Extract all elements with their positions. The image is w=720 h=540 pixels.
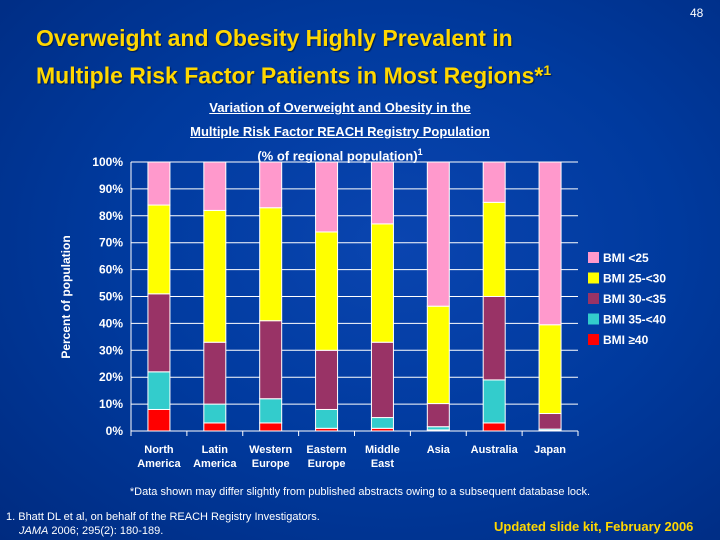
- bar-segment: [203, 161, 227, 211]
- bar-segment: [147, 293, 171, 373]
- x-tick-label: America: [193, 458, 237, 470]
- bar-segment: [315, 161, 339, 233]
- chart-title-line-2: Multiple Risk Factor REACH Registry Popu…: [190, 124, 490, 139]
- chart-title-line-3: (% of regional population): [257, 148, 418, 164]
- bar-segment: [203, 403, 227, 424]
- bar-segment: [482, 161, 506, 203]
- x-tick-label: Latin: [202, 444, 229, 456]
- bar-segment: [203, 422, 227, 432]
- legend-label: BMI <25: [603, 251, 649, 265]
- bar-segment: [147, 371, 171, 410]
- x-tick-label: America: [137, 458, 181, 470]
- bar-segment: [370, 161, 394, 225]
- bar-segment: [147, 161, 171, 206]
- legend-label: BMI 30-<35: [603, 292, 666, 306]
- y-tick-label: 10%: [99, 397, 123, 411]
- bar-segment: [259, 207, 283, 322]
- bar-segment: [315, 408, 339, 429]
- y-tick-label: 40%: [99, 316, 123, 330]
- bar-segment: [370, 341, 394, 419]
- y-tick-label: 90%: [99, 182, 123, 196]
- x-tick-label: Japan: [534, 444, 566, 456]
- legend-label: BMI 25-<30: [603, 272, 666, 286]
- bar-segment: [538, 161, 562, 326]
- bar-segment: [482, 201, 506, 298]
- legend-label: BMI ≥40: [603, 333, 649, 347]
- y-tick-label: 0%: [106, 424, 124, 438]
- x-tick-label: Middle: [365, 444, 400, 456]
- y-tick-label: 60%: [99, 263, 123, 277]
- bar-segment: [482, 296, 506, 381]
- bar-segment: [370, 223, 394, 343]
- bar-segment: [315, 231, 339, 351]
- bar-segment: [259, 161, 283, 209]
- chart-title: Variation of Overweight and Obesity in t…: [130, 96, 550, 168]
- x-tick-label: North: [144, 444, 174, 456]
- footnote: *Data shown may differ slightly from pub…: [129, 486, 591, 498]
- reference: 1. Bhatt DL et al, on behalf of the REAC…: [6, 510, 320, 538]
- bar-segment: [315, 349, 339, 410]
- y-tick-label: 20%: [99, 370, 123, 384]
- bar-segment: [426, 161, 450, 307]
- title-line-2: Multiple Risk Factor Patients in Most Re…: [36, 62, 544, 89]
- x-tick-label: Europe: [252, 458, 290, 470]
- bar-segment: [259, 422, 283, 432]
- x-tick-label: East: [371, 458, 395, 470]
- x-tick-label: Western: [249, 444, 292, 456]
- bar-segment: [370, 417, 394, 429]
- x-tick-label: Europe: [308, 458, 346, 470]
- bar-segment: [538, 413, 562, 430]
- bar-segment: [203, 341, 227, 405]
- legend-label: BMI 35-<40: [603, 313, 666, 327]
- reference-line-2: 2006; 295(2): 180-189.: [48, 525, 164, 537]
- x-tick-label: Australia: [471, 444, 519, 456]
- bar-segment: [426, 403, 450, 428]
- y-tick-label: 100%: [92, 155, 123, 169]
- page-number: 48: [690, 6, 704, 20]
- x-tick-label: Asia: [427, 444, 451, 456]
- legend-swatch: [588, 313, 599, 325]
- legend-swatch: [588, 334, 599, 345]
- bar-segment: [259, 320, 283, 400]
- y-tick-label: 70%: [99, 236, 123, 250]
- bar-segment: [482, 422, 506, 432]
- reference-journal: JAMA: [19, 525, 49, 537]
- bar-segment: [203, 209, 227, 343]
- bar-segment: [147, 204, 171, 295]
- bar-segment: [259, 398, 283, 424]
- y-tick-label: 80%: [99, 209, 123, 223]
- bar-segment: [147, 408, 171, 432]
- bar-segment: [426, 305, 450, 405]
- reference-line-1: 1. Bhatt DL et al, on behalf of the REAC…: [6, 511, 320, 523]
- chart-title-sup: 1: [417, 147, 423, 157]
- y-tick-label: 30%: [99, 343, 123, 357]
- legend-swatch: [588, 272, 599, 284]
- slide-title: Overweight and Obesity Highly Prevalent …: [36, 22, 551, 92]
- bar-segment: [482, 379, 506, 424]
- x-tick-label: Eastern: [306, 444, 347, 456]
- title-superscript: 1: [543, 62, 552, 78]
- y-tick-label: 50%: [99, 290, 123, 304]
- title-line-1: Overweight and Obesity Highly Prevalent …: [36, 25, 513, 51]
- bar-segment: [538, 324, 562, 415]
- legend-swatch: [588, 293, 599, 304]
- legend-swatch: [588, 252, 599, 263]
- chart-title-line-1: Variation of Overweight and Obesity in t…: [209, 100, 471, 115]
- updated-note: Updated slide kit, February 2006: [494, 519, 694, 534]
